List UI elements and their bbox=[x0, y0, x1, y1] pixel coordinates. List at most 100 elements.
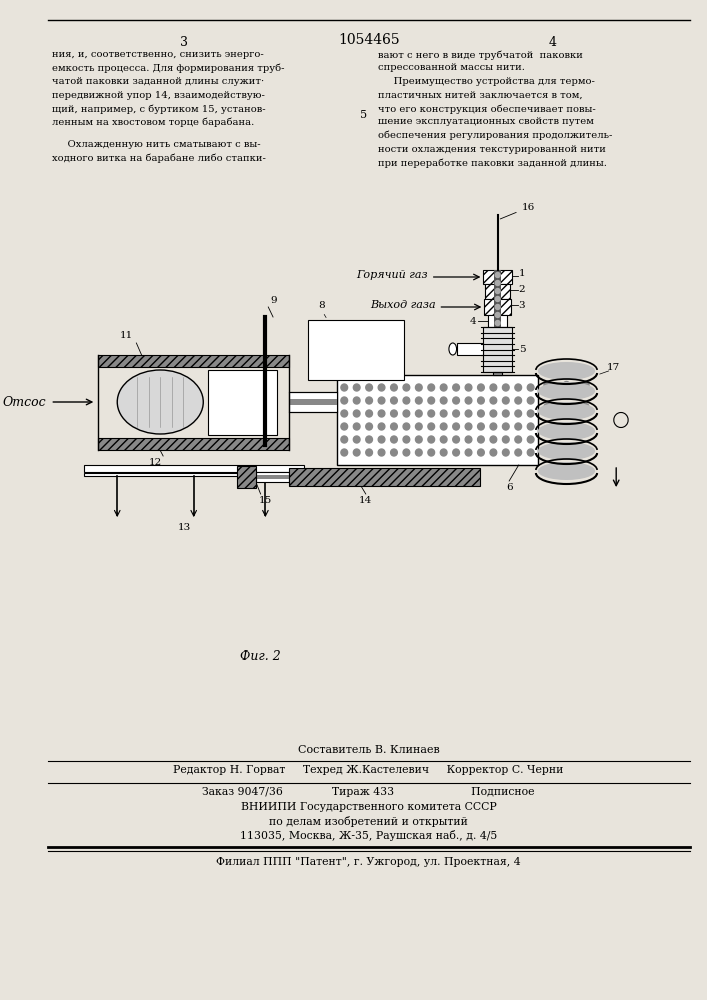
Text: обеспечения регулирования продолжитель-: обеспечения регулирования продолжитель- bbox=[378, 131, 612, 140]
Circle shape bbox=[583, 403, 589, 410]
Text: емкость процесса. Для формирования труб-: емкость процесса. Для формирования труб- bbox=[52, 64, 285, 73]
Circle shape bbox=[563, 426, 570, 432]
Circle shape bbox=[496, 304, 500, 310]
Circle shape bbox=[416, 449, 422, 456]
Circle shape bbox=[391, 384, 397, 391]
Bar bbox=[494, 270, 501, 327]
Circle shape bbox=[440, 397, 447, 404]
Circle shape bbox=[583, 448, 589, 454]
Circle shape bbox=[544, 448, 551, 454]
Text: 4: 4 bbox=[548, 36, 556, 49]
Text: Редактор Н. Горват     Техред Ж.Кастелевич     Корректор С. Черни: Редактор Н. Горват Техред Ж.Кастелевич К… bbox=[173, 765, 563, 775]
Bar bbox=[485, 284, 510, 299]
Text: 13: 13 bbox=[177, 523, 191, 532]
Text: 5: 5 bbox=[361, 110, 368, 120]
Circle shape bbox=[503, 423, 509, 430]
Circle shape bbox=[354, 423, 360, 430]
Circle shape bbox=[496, 312, 500, 318]
Circle shape bbox=[354, 410, 360, 417]
Text: 113035, Москва, Ж-35, Раушская наб., д. 4/5: 113035, Москва, Ж-35, Раушская наб., д. … bbox=[240, 830, 497, 841]
Bar bbox=[308, 320, 404, 380]
Circle shape bbox=[478, 423, 484, 430]
Text: 9: 9 bbox=[270, 296, 277, 305]
Circle shape bbox=[354, 384, 360, 391]
Circle shape bbox=[378, 384, 385, 391]
Circle shape bbox=[341, 410, 348, 417]
Ellipse shape bbox=[538, 442, 595, 460]
Circle shape bbox=[391, 397, 397, 404]
Circle shape bbox=[341, 423, 348, 430]
Circle shape bbox=[452, 410, 460, 417]
Text: 6: 6 bbox=[506, 483, 513, 492]
Circle shape bbox=[544, 381, 551, 388]
Circle shape bbox=[465, 384, 472, 391]
Circle shape bbox=[583, 426, 589, 432]
Circle shape bbox=[465, 397, 472, 404]
Text: пластичных нитей заключается в том,: пластичных нитей заключается в том, bbox=[378, 91, 583, 100]
Circle shape bbox=[366, 397, 373, 404]
Text: 14: 14 bbox=[359, 496, 373, 505]
Circle shape bbox=[354, 436, 360, 443]
Circle shape bbox=[416, 410, 422, 417]
Circle shape bbox=[563, 381, 570, 388]
Text: ния, и, соответственно, снизить энерго-: ния, и, соответственно, снизить энерго- bbox=[52, 50, 264, 59]
Circle shape bbox=[391, 410, 397, 417]
Circle shape bbox=[341, 384, 348, 391]
Circle shape bbox=[403, 397, 410, 404]
Circle shape bbox=[478, 436, 484, 443]
Bar bbox=[98, 438, 289, 450]
Circle shape bbox=[341, 436, 348, 443]
Circle shape bbox=[478, 397, 484, 404]
Circle shape bbox=[496, 320, 500, 326]
Bar bbox=[493, 372, 503, 375]
Text: Горячий газ: Горячий газ bbox=[356, 270, 428, 280]
Bar bbox=[208, 370, 277, 435]
Text: шение эксплуатационных свойств путем: шение эксплуатационных свойств путем bbox=[378, 117, 594, 126]
Bar bbox=[256, 475, 289, 479]
Text: ходного витка на барабане либо стапки-: ходного витка на барабане либо стапки- bbox=[52, 153, 266, 163]
Circle shape bbox=[490, 436, 497, 443]
Circle shape bbox=[391, 449, 397, 456]
Circle shape bbox=[391, 436, 397, 443]
Circle shape bbox=[440, 436, 447, 443]
Circle shape bbox=[478, 449, 484, 456]
Text: 11: 11 bbox=[120, 331, 134, 340]
Ellipse shape bbox=[117, 370, 204, 434]
Circle shape bbox=[527, 449, 534, 456]
Circle shape bbox=[366, 423, 373, 430]
Circle shape bbox=[416, 436, 422, 443]
Circle shape bbox=[496, 272, 500, 277]
Bar bbox=[488, 315, 507, 327]
Circle shape bbox=[527, 423, 534, 430]
Text: ВНИИПИ Государственного комитета СССР: ВНИИПИ Государственного комитета СССР bbox=[241, 802, 496, 812]
Bar bbox=[84, 465, 303, 472]
Text: Отсос: Отсос bbox=[3, 395, 47, 408]
Circle shape bbox=[503, 410, 509, 417]
Circle shape bbox=[378, 449, 385, 456]
Circle shape bbox=[527, 410, 534, 417]
Text: 8: 8 bbox=[318, 301, 325, 310]
Text: 15: 15 bbox=[259, 496, 272, 505]
Circle shape bbox=[583, 381, 589, 388]
Circle shape bbox=[478, 384, 484, 391]
Text: 17: 17 bbox=[607, 363, 620, 372]
Circle shape bbox=[527, 436, 534, 443]
Bar bbox=[484, 299, 511, 315]
Bar bbox=[484, 327, 512, 372]
Circle shape bbox=[378, 410, 385, 417]
Text: Выход газа: Выход газа bbox=[370, 300, 436, 310]
Circle shape bbox=[527, 384, 534, 391]
Circle shape bbox=[515, 423, 522, 430]
Text: 7: 7 bbox=[485, 356, 491, 365]
Circle shape bbox=[563, 403, 570, 410]
Text: 12: 12 bbox=[149, 458, 162, 467]
Circle shape bbox=[378, 423, 385, 430]
Text: что его конструкция обеспечивает повы-: что его конструкция обеспечивает повы- bbox=[378, 104, 596, 113]
Text: ленным на хвостовом торце барабана.: ленным на хвостовом торце барабана. bbox=[52, 117, 255, 127]
Text: 4: 4 bbox=[470, 316, 477, 326]
Circle shape bbox=[452, 436, 460, 443]
Circle shape bbox=[544, 426, 551, 432]
Text: Филиал ППП "Патент", г. Ужгород, ул. Проектная, 4: Филиал ППП "Патент", г. Ужгород, ул. Про… bbox=[216, 857, 521, 867]
Circle shape bbox=[452, 384, 460, 391]
Circle shape bbox=[478, 410, 484, 417]
